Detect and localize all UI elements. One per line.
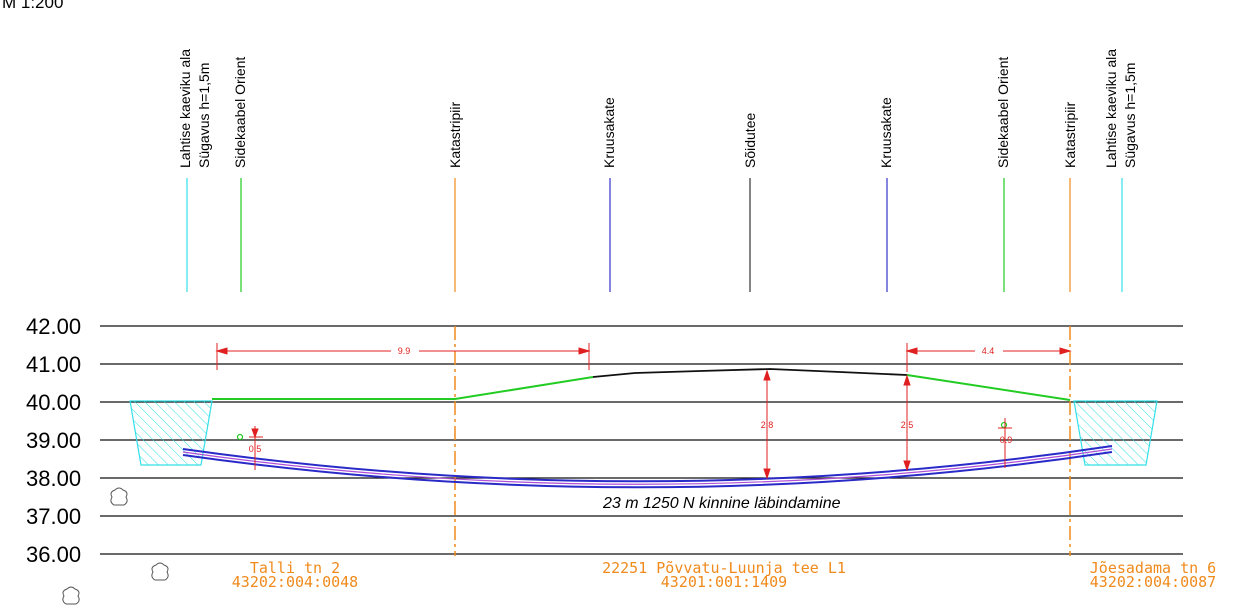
elevation-label-39: 39.00 xyxy=(26,428,81,453)
ground-surface-green-right xyxy=(906,374,1071,401)
dim-center-depth-value: 2.8 xyxy=(761,420,774,430)
elevation-grid xyxy=(100,325,1183,555)
trench-right-label-1: Lahtise kaeviku ala xyxy=(1103,49,1119,168)
tree-symbol-icon xyxy=(62,586,80,605)
parcel-right-code: 43202:004:0087 xyxy=(1090,573,1216,591)
dim-left-span-value: 9.9 xyxy=(398,346,411,356)
roadway-label: Sõidutee xyxy=(742,113,758,168)
dim-right-cover-value: 0.9 xyxy=(1000,435,1013,445)
pipe-label: 23 m 1250 N kinnine läbindamine xyxy=(602,495,841,512)
ground-surface-green-left xyxy=(212,376,594,400)
tree-symbol-icon xyxy=(151,562,169,581)
elevation-label-37: 37.00 xyxy=(26,504,81,529)
parcel-center-name: 22251 Põvvatu-Luunja tee L1 xyxy=(602,559,846,577)
cable-right-label: Sidekaabel Orient xyxy=(995,57,1011,168)
trench-right-label-2: Sügavus h=1,5m xyxy=(1122,63,1138,168)
dim-right-span-value: 4.4 xyxy=(982,346,995,356)
parcel-left-name: Talli tn 2 xyxy=(250,559,340,577)
utility-markers xyxy=(186,178,1123,292)
trench-left xyxy=(129,400,213,466)
gravel-right-label: Kruusakate xyxy=(878,97,894,168)
cable-crossing-right-icon xyxy=(1000,421,1008,429)
parcel-center-code: 43201:001:1409 xyxy=(661,573,787,591)
elevation-label-41: 41.00 xyxy=(26,352,81,377)
road-surface xyxy=(592,368,908,378)
cadastre-right-label: Katastripiir xyxy=(1062,102,1078,168)
cable-left-label: Sidekaabel Orient xyxy=(232,57,248,168)
cable-crossing-left-icon xyxy=(236,433,244,441)
elevation-label-40: 40.00 xyxy=(26,390,81,415)
cadastre-left-label: Katastripiir xyxy=(447,102,463,168)
pipe-outer-bottom xyxy=(182,451,1113,489)
dim-left-cover-value: 0.5 xyxy=(249,444,262,454)
scale-label: M 1:200 xyxy=(2,0,63,12)
parcel-right-name: Jõesadama tn 6 xyxy=(1090,559,1216,577)
gravel-left-label: Kruusakate xyxy=(601,97,617,168)
pipe-center xyxy=(182,448,1113,485)
trench-left-label-1: Lahtise kaeviku ala xyxy=(177,49,193,168)
elevation-label-38: 38.00 xyxy=(26,466,81,491)
parcel-left-code: 43202:004:0048 xyxy=(232,573,358,591)
pipe-outer-top xyxy=(182,445,1113,483)
dim-right-depth-value: 2.5 xyxy=(901,420,914,430)
trench-left-label-2: Sügavus h=1,5m xyxy=(196,63,212,168)
elevation-label-36: 36.00 xyxy=(26,542,81,567)
tree-symbol-icon xyxy=(110,487,128,506)
elevation-label-42: 42.00 xyxy=(26,314,81,339)
